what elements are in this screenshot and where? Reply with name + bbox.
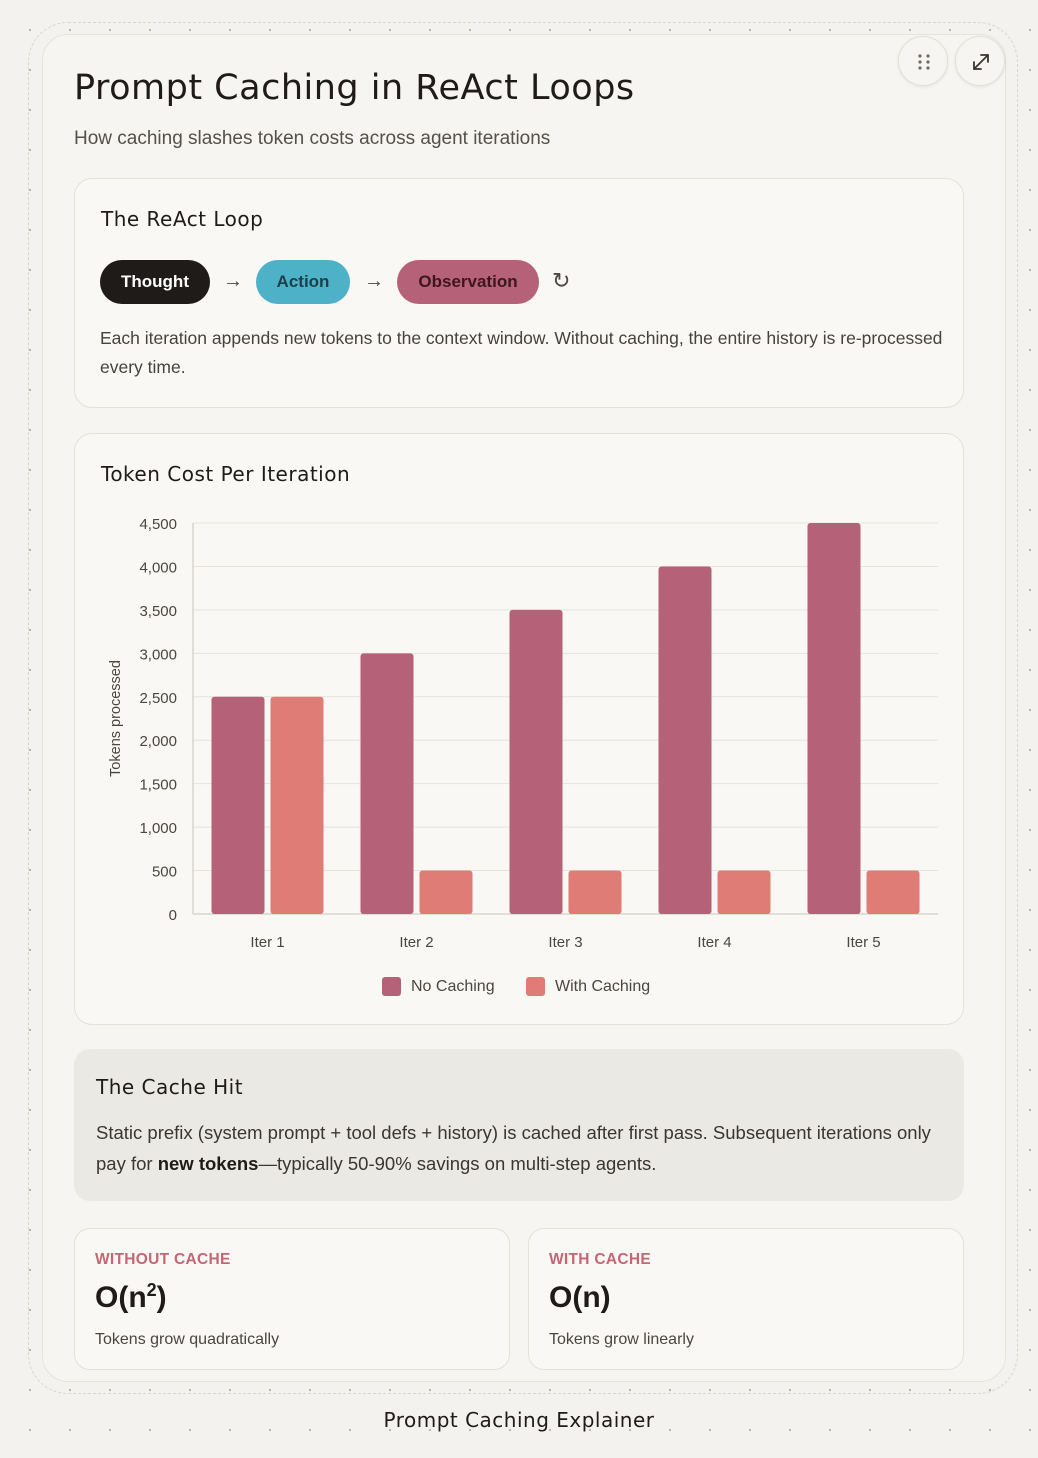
legend-label-with-caching: With Caching	[555, 977, 651, 995]
drag-handle-button[interactable]	[898, 36, 948, 86]
x-tick-label: Iter 4	[697, 934, 731, 951]
x-tick-label: Iter 2	[399, 934, 433, 951]
cache-hit-callout: The Cache Hit Static prefix (system prom…	[74, 1049, 964, 1201]
y-tick-label: 3,500	[139, 603, 177, 620]
stat-value-end: )	[156, 1281, 167, 1314]
bar-no-caching	[807, 523, 861, 914]
legend-no-caching[interactable]: No Caching	[382, 977, 495, 996]
y-tick-label: 3,000	[139, 646, 177, 663]
stat-label-with-cache: WITH CACHE	[549, 1251, 652, 1268]
y-tick-label: 2,000	[139, 733, 177, 750]
y-axis-label: Tokens processed	[108, 660, 124, 777]
cache-hit-emphasis: new tokens	[157, 1153, 259, 1174]
cache-hit-text-end: —typically 50-90% savings on multi-step …	[258, 1153, 657, 1174]
bar-no-caching	[211, 696, 265, 914]
cache-hit-text: Static prefix (system prompt + tool defs…	[96, 1117, 936, 1179]
step-observation-pill: Observation	[397, 260, 539, 304]
bar-with-caching	[419, 870, 473, 914]
page-title: Prompt Caching in ReAct Loops	[74, 68, 635, 108]
expand-arrows-icon	[973, 54, 989, 70]
legend-with-caching[interactable]: With Caching	[526, 977, 650, 996]
legend-label-no-caching: No Caching	[411, 977, 495, 995]
y-tick-label: 2,500	[139, 690, 177, 707]
flow-arrow-2: →	[364, 270, 384, 292]
stat-value-without-cache: O(n2)	[95, 1281, 167, 1315]
bar-with-caching	[270, 696, 324, 914]
stat-label-without-cache: WITHOUT CACHE	[95, 1251, 231, 1268]
y-tick-label: 1,500	[139, 777, 177, 794]
bar-no-caching	[658, 566, 712, 914]
stat-value-base: O(n	[95, 1281, 147, 1314]
stat-card-without-cache: WITHOUT CACHE O(n2) Tokens grow quadrati…	[74, 1228, 510, 1370]
expand-button[interactable]	[955, 36, 1005, 86]
step-thought-pill: Thought	[100, 260, 210, 304]
react-loop-title: The ReAct Loop	[101, 207, 264, 231]
legend-swatch-no-caching	[382, 977, 401, 996]
footer-caption: Prompt Caching Explainer	[383, 1408, 655, 1432]
stat-desc-with-cache: Tokens grow linearly	[549, 1331, 694, 1348]
flow-arrow-1: →	[223, 270, 243, 292]
stat-card-with-cache: WITH CACHE O(n) Tokens grow linearly	[528, 1228, 964, 1370]
page-subtitle: How caching slashes token costs across a…	[74, 128, 551, 149]
step-action-pill: Action	[256, 260, 350, 304]
outer-dashed-frame	[28, 22, 1018, 1394]
x-tick-label: Iter 5	[846, 934, 880, 951]
y-tick-label: 0	[169, 907, 177, 924]
chart-title: Token Cost Per Iteration	[101, 462, 351, 486]
stat-value-exponent: 2	[146, 1280, 157, 1300]
x-tick-label: Iter 3	[548, 934, 582, 951]
y-tick-label: 4,000	[139, 559, 177, 576]
bar-no-caching	[360, 653, 414, 914]
react-loop-description: Each iteration appends new tokens to the…	[100, 328, 943, 377]
grip-dots-icon	[918, 54, 930, 70]
legend-swatch-with-caching	[526, 977, 545, 996]
stat-value-with-cache: O(n)	[549, 1281, 611, 1314]
loop-repeat-icon: ↻	[552, 268, 571, 293]
y-tick-label: 4,500	[139, 516, 177, 533]
y-tick-label: 1,000	[139, 820, 177, 837]
bar-no-caching	[509, 609, 563, 914]
token-cost-bar-chart: 0 500 1,000 1,500 2,000 2,500 3,000 3,500 4,000 4…	[108, 516, 938, 951]
bar-with-caching	[568, 870, 622, 914]
y-tick-label: 500	[152, 864, 177, 881]
stat-desc-without-cache: Tokens grow quadratically	[95, 1331, 280, 1348]
bar-with-caching	[717, 870, 771, 914]
cache-hit-text-start: Static prefix (system prompt + tool defs…	[96, 1122, 931, 1174]
x-tick-label: Iter 1	[250, 934, 284, 951]
bar-with-caching	[866, 870, 920, 914]
cache-hit-title: The Cache Hit	[96, 1075, 244, 1099]
